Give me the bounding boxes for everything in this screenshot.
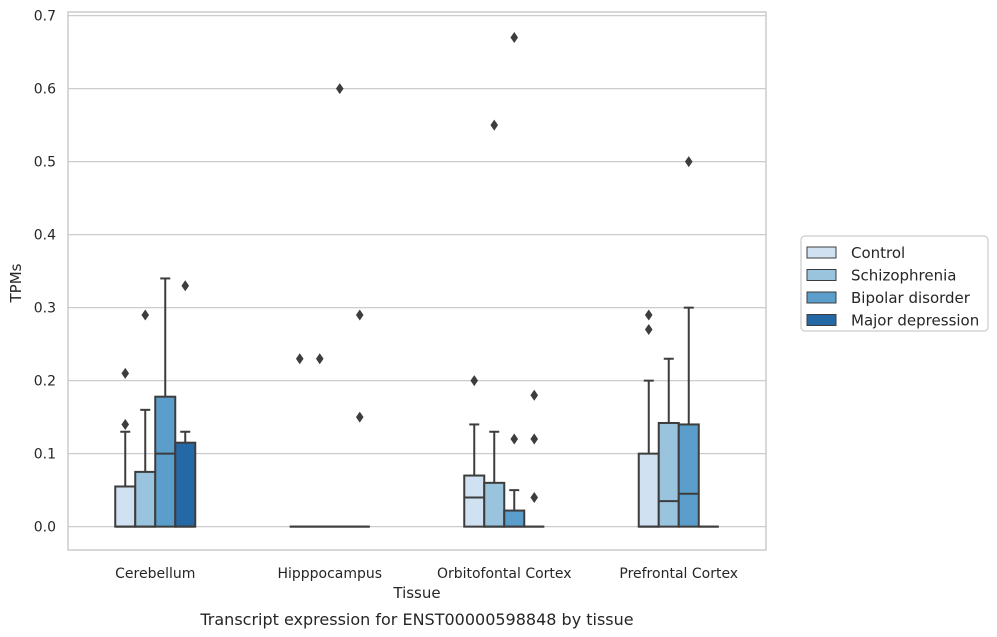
outlier-point [355,411,364,423]
outlier-point [335,83,344,95]
box-body [657,421,680,528]
legend: Control Schizophrenia Bipolar disorder Majo… [800,235,989,332]
box-body [174,441,197,528]
outlier-point [490,119,499,131]
y-tick-label: 0.0 [34,520,56,536]
outlier-point [295,353,304,365]
y-axis-label: TPMs [7,263,25,303]
box-control [114,367,137,528]
x-axis-label: Tissue [392,584,440,602]
box-schizophrenia [657,357,680,528]
outlier-point [315,353,324,365]
box-control [637,309,660,528]
outlier-point [121,367,130,379]
box-schizophrenia [309,353,330,528]
box-control [463,375,486,528]
box-bipolar-disorder [677,156,700,528]
box-series [114,32,719,528]
box-body [114,485,137,528]
figure-caption: Transcript expression for ENST0000059884… [199,610,633,629]
outlier-point [121,418,130,430]
box-bipolar-disorder [329,83,350,528]
outlier-point [684,156,693,168]
legend-swatch [806,291,837,304]
outlier-point [530,389,539,401]
box-body [463,474,486,528]
outlier-point [141,309,150,321]
box-major-depression [174,280,197,528]
box-major-depression [524,389,545,528]
y-tick-label: 0.2 [34,374,56,390]
box-body [637,452,660,528]
x-tick-label: Orbitofontal Cortex [437,566,572,582]
y-tick-label: 0.1 [34,447,56,463]
box-schizophrenia [134,309,157,528]
x-tick-label: Prefrontal Cortex [619,566,738,582]
legend-swatch [806,246,837,259]
outlier-point [644,309,653,321]
box-control [289,353,310,528]
x-tick-label: Cerebellum [115,566,195,582]
box-bipolar-disorder [503,32,526,528]
y-tick-label: 0.4 [34,228,56,244]
legend-frame [800,235,989,332]
outlier-point [181,280,190,292]
x-axis-ticks: Cerebellum Hipppocampus Orbitofontal Corte… [115,566,738,582]
outlier-point [470,375,479,387]
legend-swatch [806,314,837,326]
outlier-point [530,433,539,445]
legend-entry-label: Control [851,244,905,262]
x-tick-label: Hipppocampus [277,566,382,582]
legend-swatch [806,269,837,281]
box-schizophrenia [483,119,506,528]
y-tick-label: 0.7 [34,9,56,25]
box-body [483,481,506,528]
y-tick-label: 0.5 [34,155,56,171]
box-body [503,509,526,528]
y-tick-label: 0.6 [34,82,56,98]
legend-entry-label: Major depression [851,312,979,330]
y-tick-label: 0.3 [34,301,56,317]
outlier-point [510,433,519,445]
outlier-point [644,324,653,336]
box-body [134,470,157,528]
outlier-point [510,32,519,44]
y-axis-ticks: 0.0 0.1 0.2 0.3 0.4 0.5 0.6 0.7 [34,9,56,536]
box-major-depression [349,309,370,528]
outlier-point [355,309,364,321]
outlier-point [530,491,539,503]
box-bipolar-disorder [154,277,177,528]
box-body [154,395,177,528]
plot-area-frame [67,11,767,551]
box-body [677,423,700,528]
legend-entry-label: Bipolar disorder [851,289,971,307]
legend-entry-label: Schizophrenia [851,267,956,285]
